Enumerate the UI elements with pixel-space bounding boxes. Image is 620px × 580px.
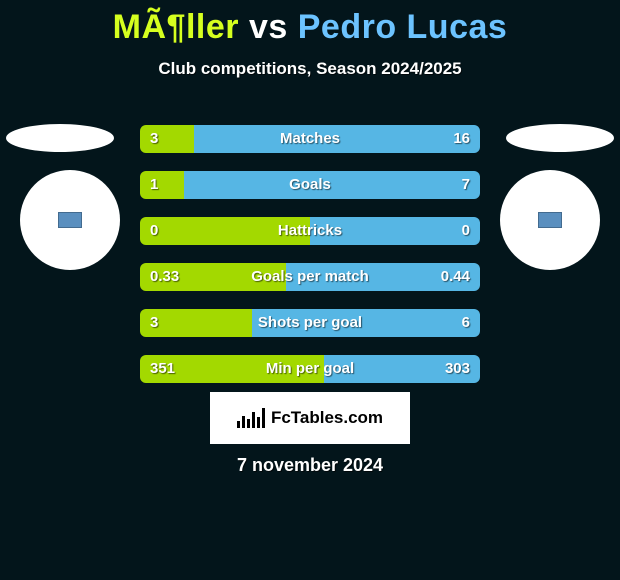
stat-bar: 36Shots per goal	[140, 309, 480, 337]
stat-bar: 17Goals	[140, 171, 480, 199]
player2-avatar-circle	[500, 170, 600, 270]
player1-ellipse	[6, 124, 114, 152]
date-text: 7 november 2024	[0, 455, 620, 476]
player1-avatar-circle	[20, 170, 120, 270]
brand-bars-icon	[237, 408, 265, 428]
stat-label: Shots per goal	[140, 309, 480, 337]
stat-bar: 0.330.44Goals per match	[140, 263, 480, 291]
stat-bar: 351303Min per goal	[140, 355, 480, 383]
stat-label: Matches	[140, 125, 480, 153]
stat-label: Goals	[140, 171, 480, 199]
stat-label: Goals per match	[140, 263, 480, 291]
player2-flag-icon	[538, 212, 562, 228]
comparison-title: MÃ¶ller vs Pedro Lucas	[0, 0, 620, 47]
stat-label: Min per goal	[140, 355, 480, 383]
stats-bars-container: 316Matches 17Goals 00Hattricks 0.330.44Goal…	[140, 125, 480, 401]
player2-ellipse	[506, 124, 614, 152]
stat-bar: 316Matches	[140, 125, 480, 153]
stat-bar: 00Hattricks	[140, 217, 480, 245]
player1-name: MÃ¶ller	[113, 8, 239, 46]
player1-flag-icon	[58, 212, 82, 228]
vs-text: vs	[249, 8, 288, 46]
stat-label: Hattricks	[140, 217, 480, 245]
subtitle: Club competitions, Season 2024/2025	[0, 59, 620, 79]
brand-box[interactable]: FcTables.com	[210, 392, 410, 444]
brand-text: FcTables.com	[271, 408, 383, 428]
player2-name: Pedro Lucas	[298, 8, 508, 46]
